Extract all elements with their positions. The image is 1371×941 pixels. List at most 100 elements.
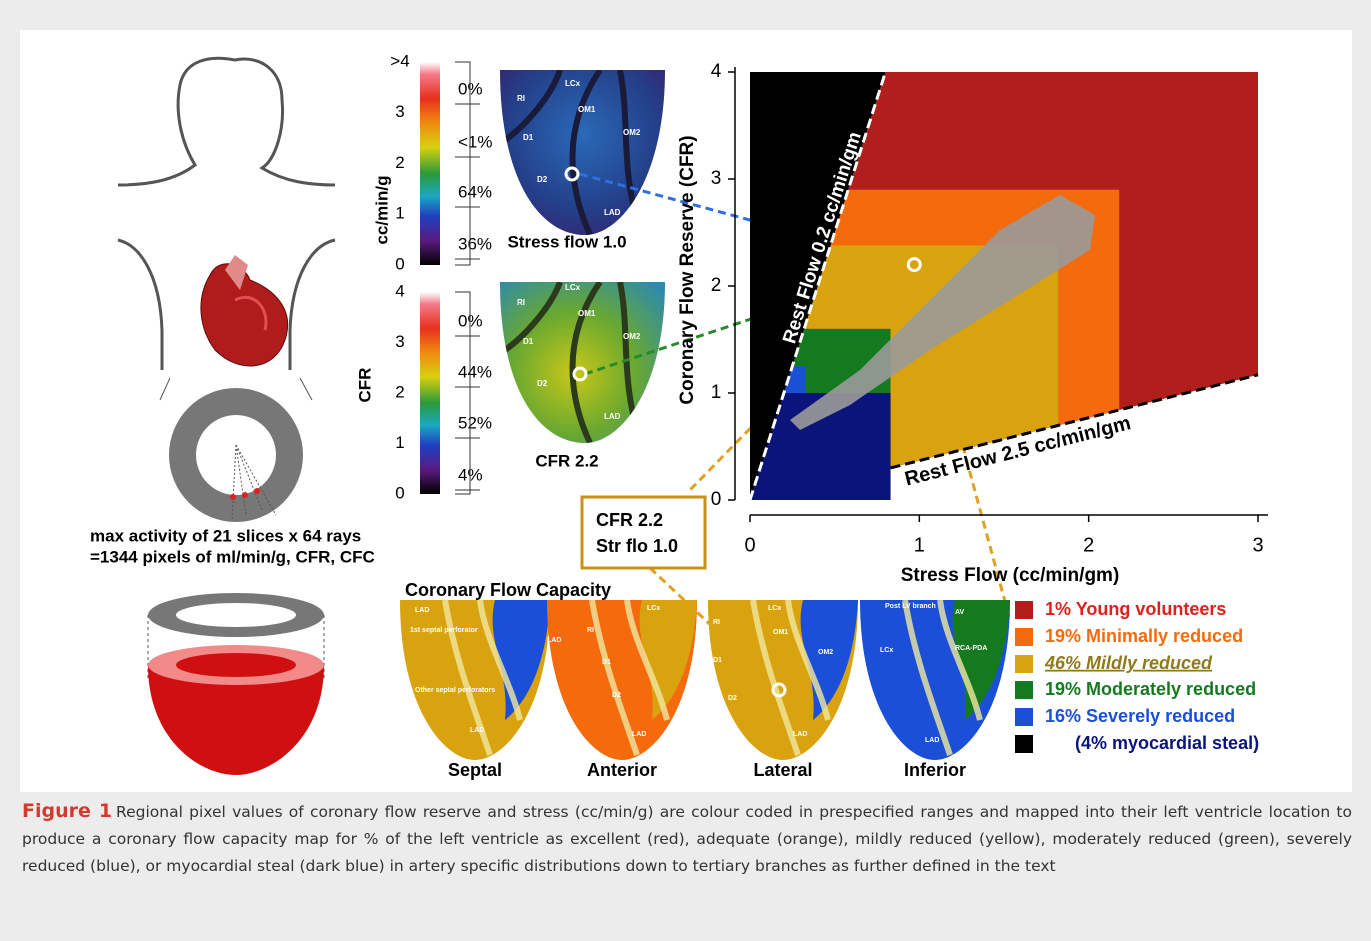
legend-label: 16% Severely reduced xyxy=(1045,706,1235,726)
map-caption: Stress flow 1.0 xyxy=(507,232,626,251)
colorbar xyxy=(420,292,440,494)
map-label: OM2 xyxy=(623,332,641,341)
legend-swatch xyxy=(1015,735,1033,753)
range-percent: 52% xyxy=(458,413,492,432)
colorbar-tick-label: 2 xyxy=(395,382,404,401)
cfc-label: LAD xyxy=(632,731,646,738)
colorbar-tick-label: 3 xyxy=(395,102,404,121)
illustration-caption: =1344 pixels of ml/min/g, CFR, CFC xyxy=(90,547,375,566)
cfc-view-name: Lateral xyxy=(753,760,812,780)
callout-text: CFR 2.2 xyxy=(596,510,663,530)
cfc-map xyxy=(860,599,1010,760)
range-bracket xyxy=(455,291,480,495)
cfc-label: AV xyxy=(955,609,965,616)
y-tick-label: 1 xyxy=(711,382,722,403)
y-tick-label: 0 xyxy=(711,489,722,510)
map-label: OM2 xyxy=(623,128,641,137)
cfc-label: LAD xyxy=(415,607,429,614)
callout-text: Str flo 1.0 xyxy=(596,536,678,556)
range-bracket xyxy=(455,61,480,266)
illustration-caption: max activity of 21 slices x 64 rays xyxy=(90,526,361,545)
cfc-label: Post LV branch xyxy=(885,603,936,610)
colorbar-axis-label: cc/min/g xyxy=(372,176,391,245)
cfc-vessels xyxy=(442,599,523,756)
map-label: LAD xyxy=(604,412,621,421)
legend-label: 19% Moderately reduced xyxy=(1045,679,1256,699)
cfc-label: D2 xyxy=(728,695,737,702)
cfc-label: RI xyxy=(587,627,594,634)
map-label: D2 xyxy=(537,379,548,388)
cfc-map xyxy=(400,599,550,760)
map-label: OM1 xyxy=(578,309,596,318)
cfc-label: OM1 xyxy=(773,629,788,636)
colorbar-tick-label: 4 xyxy=(395,281,404,300)
legend-label: 46% Mildly reduced xyxy=(1044,653,1213,673)
y-tick-label: 4 xyxy=(711,61,722,82)
illustration xyxy=(117,56,336,370)
cfc-label: LCx xyxy=(768,605,781,612)
cfc-vessels xyxy=(902,599,983,756)
cfc-title: Coronary Flow Capacity xyxy=(405,580,611,600)
rest-line xyxy=(890,373,1259,470)
y-tick-label: 2 xyxy=(711,275,722,296)
range-percent: 44% xyxy=(458,362,492,381)
cfc-label: LAD xyxy=(470,727,484,734)
legend-swatch xyxy=(1015,628,1033,646)
legend-swatch xyxy=(1015,708,1033,726)
map-label: OM1 xyxy=(578,105,596,114)
colorbar-tick-label: 1 xyxy=(395,433,404,452)
scatter-cloud xyxy=(790,195,1095,430)
legend-swatch xyxy=(1015,655,1033,673)
ring-diagram xyxy=(159,377,313,522)
map-label: D1 xyxy=(523,133,534,142)
legend-label: (4% myocardial steal) xyxy=(1075,733,1259,753)
highlight-point xyxy=(906,257,922,273)
cfc-label: LCx xyxy=(880,647,893,654)
x-tick-label: 0 xyxy=(744,534,755,556)
colorbar xyxy=(420,62,440,265)
map-label: RI xyxy=(517,94,525,103)
cfc-label: D1 xyxy=(602,659,611,666)
generated: >432100%<1%64%36%432100%44%52%4%cc/min/g… xyxy=(355,51,1268,780)
range-percent: <1% xyxy=(458,132,493,151)
figure: max activity of 21 slices x 64 rays =134… xyxy=(20,30,1352,792)
legend-label: 1% Young volunteers xyxy=(1045,599,1226,619)
colorbar-tick-label: 0 xyxy=(395,254,404,273)
cfc-view-name: Septal xyxy=(448,760,502,780)
callout-box xyxy=(580,495,707,570)
x-tick-label: 3 xyxy=(1252,534,1263,556)
map-label: LCx xyxy=(565,79,581,88)
y-tick-label: 3 xyxy=(711,168,722,189)
cfc-label: LAD xyxy=(547,637,561,644)
cfc-view-name: Anterior xyxy=(587,760,657,780)
cfc-label: RI xyxy=(713,619,720,626)
map-label: LAD xyxy=(604,208,621,217)
cfc-label: Other septal perforators xyxy=(415,687,495,694)
cfc-map xyxy=(547,599,697,760)
map-label: LCx xyxy=(565,283,581,292)
cfc-view-name: Inferior xyxy=(904,760,966,780)
caption-text: Regional pixel values of coronary flow r… xyxy=(22,803,1352,875)
colorbar-tick-label: 3 xyxy=(395,332,404,351)
cylinder xyxy=(147,593,325,775)
cfc-label: 1st septal perforator xyxy=(410,627,478,634)
y-axis-label: Coronary Flow Reserve (CFR) xyxy=(677,135,698,404)
colorbar-tick-label: >4 xyxy=(390,51,409,70)
cfc-map xyxy=(708,599,858,760)
legend-swatch xyxy=(1015,601,1033,619)
colorbar-tick-label: 0 xyxy=(395,483,404,502)
cfc-vessels xyxy=(750,599,831,756)
caption: Figure 1 Regional pixel values of coronar… xyxy=(22,798,1352,880)
map-marker xyxy=(564,166,580,182)
cfc-label: LAD xyxy=(793,731,807,738)
cfc-label: D2 xyxy=(612,692,621,699)
legend-label: 19% Minimally reduced xyxy=(1045,626,1243,646)
x-tick-label: 2 xyxy=(1083,534,1094,556)
cfc-label: LAD xyxy=(925,737,939,744)
map-marker xyxy=(572,366,588,382)
map-caption: CFR 2.2 xyxy=(535,451,598,470)
cfc-label: D1 xyxy=(713,657,722,664)
map-label: D2 xyxy=(537,175,548,184)
range-percent: 36% xyxy=(458,234,492,253)
